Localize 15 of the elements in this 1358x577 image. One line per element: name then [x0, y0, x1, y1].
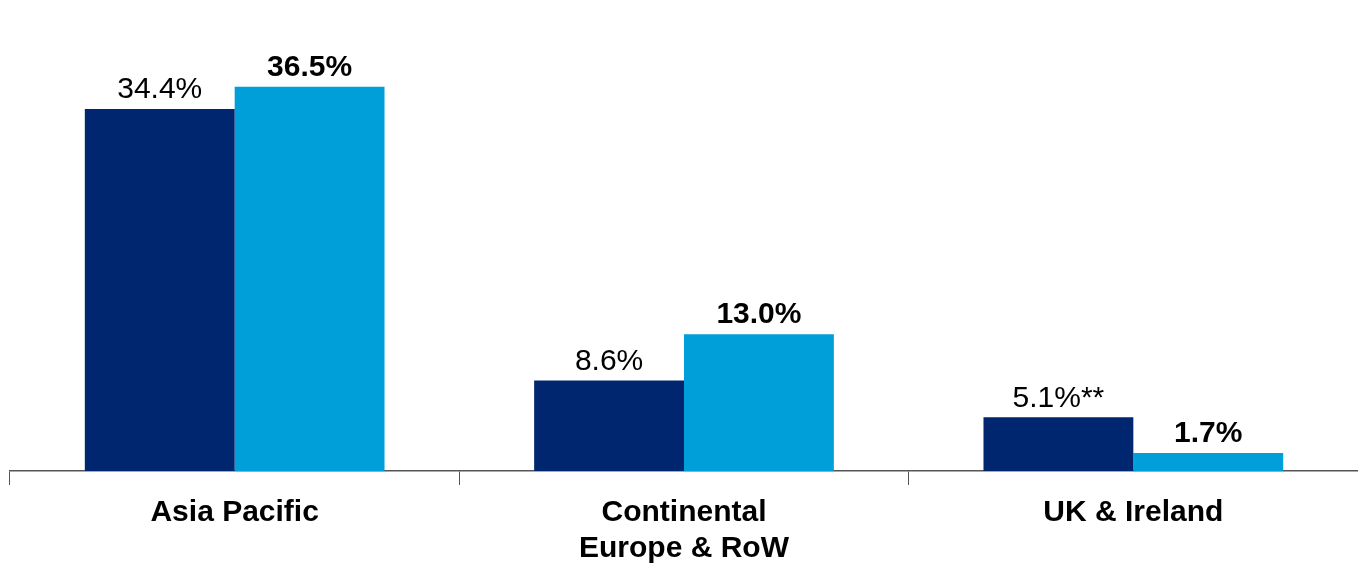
- data-label: 1.7%: [1174, 415, 1243, 449]
- bar: [1133, 453, 1284, 471]
- bar: [84, 108, 235, 471]
- x-tick-label: Continental Europe & RoW: [579, 494, 790, 564]
- data-label: 36.5%: [267, 49, 353, 83]
- x-tick-label: UK & Ireland: [1043, 494, 1224, 528]
- data-label: 8.6%: [574, 342, 644, 376]
- bar: [684, 334, 834, 471]
- bar: [983, 417, 1134, 471]
- x-tick-label: Asia Pacific: [150, 494, 319, 528]
- data-label: 5.1%**: [1012, 379, 1105, 413]
- data-label: 13.0%: [716, 296, 802, 330]
- bar: [234, 86, 385, 471]
- data-label: 34.4%: [117, 71, 203, 105]
- bar: [534, 380, 684, 471]
